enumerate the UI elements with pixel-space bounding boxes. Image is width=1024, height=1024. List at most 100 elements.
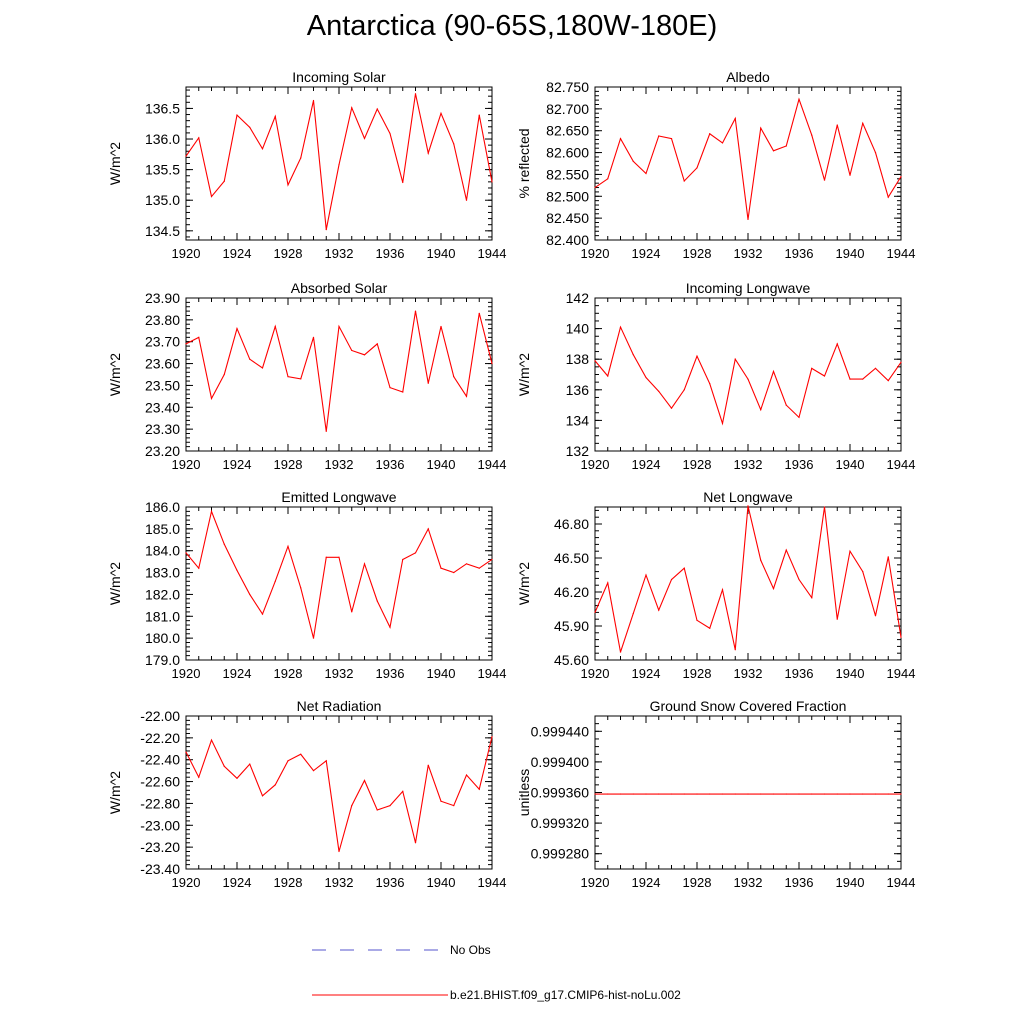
panel-title: Albedo — [726, 69, 770, 85]
y-tick-label: 23.50 — [145, 377, 180, 393]
y-tick-label: 82.600 — [546, 145, 589, 161]
data-point — [772, 150, 775, 152]
y-tick-label: 180.0 — [145, 630, 180, 646]
x-tick-label: 1928 — [274, 666, 303, 681]
y-tick-label: 132 — [566, 443, 590, 459]
data-point — [427, 764, 429, 766]
data-point — [287, 184, 289, 186]
x-tick-label: 1920 — [581, 875, 610, 890]
data-point — [274, 115, 276, 117]
data-point — [249, 763, 251, 765]
data-point — [427, 528, 429, 530]
data-point — [491, 181, 493, 183]
data-point — [236, 569, 238, 571]
data-point — [363, 563, 366, 565]
data-point — [274, 580, 276, 582]
y-tick-label: 0.999440 — [531, 723, 590, 739]
data-point — [376, 108, 378, 110]
data-point — [823, 506, 826, 508]
data-point — [632, 612, 634, 615]
panel-albedo: Albedo % reflected 1920 1924 1928 1932 1936 194… — [516, 69, 915, 261]
data-point — [874, 367, 877, 369]
y-tick-label: 0.999280 — [531, 846, 590, 862]
x-tick-label: 1936 — [785, 666, 814, 681]
y-tick-label: 138 — [566, 351, 590, 367]
data-point — [389, 387, 391, 389]
data-point — [402, 391, 404, 393]
data-point — [632, 793, 634, 795]
data-point — [721, 422, 724, 425]
x-tick-label: 1924 — [632, 457, 661, 472]
data-point — [300, 753, 302, 755]
y-tick-label: -22.20 — [140, 730, 180, 746]
y-tick-label: 140 — [566, 321, 590, 337]
y-tick-label: 82.750 — [546, 79, 589, 95]
data-point — [325, 760, 327, 762]
data-point — [300, 587, 302, 589]
panel-title: Net Longwave — [703, 489, 793, 505]
x-tick-label: 1936 — [785, 457, 814, 472]
x-tick-label: 1920 — [172, 875, 201, 890]
data-point — [223, 180, 225, 182]
data-point — [312, 99, 315, 102]
panel-net-radiation: Net Radiation W/m^2 1920 1924 1928 1932 1936 19… — [107, 698, 506, 890]
panel-title: Emitted Longwave — [281, 489, 396, 505]
data-point — [798, 98, 800, 100]
data-point — [389, 132, 391, 135]
data-point — [823, 375, 826, 377]
x-tick-label: 1932 — [734, 666, 763, 681]
panel-ground-snow-covered-fraction: Ground Snow Covered Fraction unitless 1920… — [516, 698, 915, 890]
x-tick-label: 1940 — [836, 246, 865, 261]
y-axis-label: W/m^2 — [107, 562, 123, 605]
data-point — [453, 376, 455, 378]
data-point — [185, 343, 187, 345]
data-point — [836, 618, 838, 620]
data-point — [185, 155, 187, 157]
data-point — [734, 793, 736, 795]
data-point — [900, 636, 902, 638]
x-tick-label: 1924 — [223, 875, 252, 890]
series-line — [594, 97, 902, 220]
data-point — [198, 137, 200, 139]
y-axis-label: W/m^2 — [107, 142, 123, 185]
y-axis-label: W/m^2 — [516, 562, 532, 605]
data-point — [721, 589, 724, 591]
data-point — [811, 367, 813, 369]
data-point — [874, 615, 877, 617]
data-point — [261, 613, 264, 615]
y-tick-label: 23.90 — [145, 290, 180, 306]
y-tick-label: -22.00 — [140, 708, 180, 724]
x-tick-label: 1928 — [683, 875, 712, 890]
y-tick-label: 184.0 — [145, 543, 180, 559]
panel-emitted-longwave: Emitted Longwave W/m^2 1920 1924 1928 1932 193… — [107, 489, 506, 681]
x-tick-label: 1920 — [172, 457, 201, 472]
y-tick-label: -23.20 — [140, 839, 180, 855]
y-tick-label: -23.00 — [140, 817, 180, 833]
data-point — [760, 793, 762, 795]
data-point — [836, 343, 838, 345]
data-point — [619, 137, 622, 140]
data-point — [887, 196, 889, 198]
x-tick-label: 1920 — [581, 666, 610, 681]
data-point — [900, 176, 902, 178]
panel-net-longwave: Net Longwave W/m^2 1920 1924 1928 1932 1936 194… — [516, 489, 915, 681]
plot-frame — [594, 715, 902, 870]
data-point — [325, 556, 327, 558]
data-point — [874, 151, 877, 154]
x-tick-label: 1936 — [376, 246, 405, 261]
legend: No Obs b.e21.BHIST.f09_g17.CMIP6-hist-noL… — [312, 943, 681, 1002]
panel-title: Absorbed Solar — [291, 280, 388, 296]
data-point — [645, 574, 647, 576]
data-point — [862, 571, 864, 573]
data-point — [747, 793, 749, 795]
x-tick-label: 1928 — [683, 246, 712, 261]
legend-label: No Obs — [450, 943, 491, 957]
data-point — [287, 376, 289, 378]
data-point — [709, 383, 711, 385]
data-point — [312, 637, 315, 639]
y-tick-label: 186.0 — [145, 499, 180, 515]
y-axis-label: unitless — [516, 769, 532, 816]
y-tick-label: -23.40 — [140, 861, 180, 877]
data-point — [798, 416, 800, 418]
